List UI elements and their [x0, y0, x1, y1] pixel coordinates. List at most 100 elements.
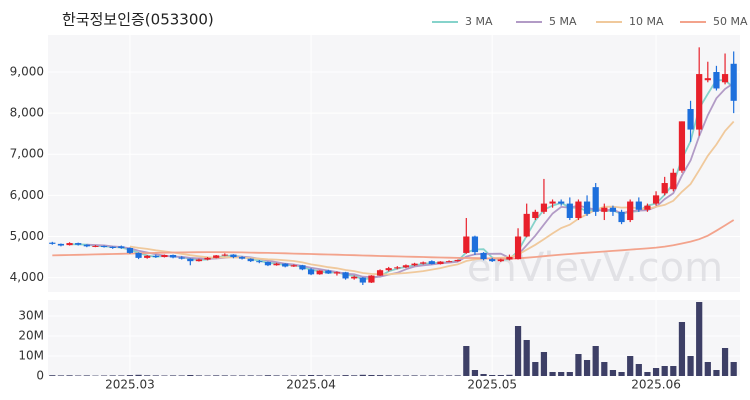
- candle-body: [238, 257, 246, 259]
- candle-body: [178, 257, 185, 259]
- legend-label: 10 MA: [629, 15, 664, 28]
- volume-bar: [100, 375, 108, 376]
- volume-bar: [187, 375, 194, 376]
- candle-body: [204, 257, 211, 260]
- candle-body: [497, 259, 504, 262]
- candle-body: [661, 183, 668, 194]
- candle-body: [514, 236, 522, 260]
- volume-bar: [256, 375, 263, 376]
- volume-bar: [290, 375, 297, 376]
- volume-bar: [238, 375, 246, 376]
- volume-bar: [489, 375, 496, 376]
- candle-body: [316, 270, 323, 275]
- volume-pane: [48, 300, 740, 376]
- volume-bar: [644, 372, 651, 376]
- candle-body: [264, 261, 272, 266]
- candle-body: [83, 244, 90, 247]
- candle-body: [75, 243, 82, 245]
- volume-bar: [678, 322, 686, 376]
- y-tick-label: 10M: [18, 349, 44, 363]
- candle-body: [506, 257, 513, 260]
- volume-bar: [532, 362, 539, 376]
- candle-body: [558, 201, 565, 204]
- volume-bar: [213, 375, 220, 376]
- volume-bar: [687, 356, 694, 376]
- volume-bar: [704, 362, 711, 376]
- volume-bar: [135, 374, 142, 376]
- candle-body: [678, 121, 686, 171]
- volume-bar: [730, 362, 737, 376]
- volume-bar: [428, 375, 435, 376]
- candle-body: [144, 255, 151, 258]
- volume-bar: [437, 375, 444, 376]
- candle-body: [394, 267, 401, 269]
- volume-bar: [463, 346, 470, 376]
- volume-bar: [351, 375, 358, 376]
- candle-body: [566, 203, 573, 218]
- volume-bar: [359, 374, 366, 376]
- candle-body: [100, 245, 108, 247]
- volume-bar: [195, 375, 203, 376]
- x-tick-label: 2025.03: [105, 378, 155, 392]
- volume-bar: [601, 362, 608, 376]
- volume-bar: [282, 375, 289, 376]
- candle-body: [359, 277, 366, 283]
- candle-body: [454, 259, 461, 262]
- volume-bar: [549, 372, 556, 376]
- volume-bar: [420, 375, 427, 376]
- ma-line: [86, 82, 735, 279]
- candle-body: [592, 187, 599, 212]
- volume-bar: [497, 375, 504, 376]
- candle-body: [256, 261, 263, 263]
- y-tick-label: 30M: [18, 309, 44, 323]
- candle-body: [713, 72, 720, 89]
- candle-body: [92, 245, 99, 247]
- candle-body: [721, 74, 729, 83]
- candle-body: [730, 63, 737, 101]
- volume-bar: [118, 375, 125, 376]
- candle-body: [696, 74, 703, 130]
- candle-body: [213, 255, 220, 258]
- candle-body: [480, 252, 487, 260]
- volume-bar: [221, 375, 228, 376]
- candle-body: [549, 201, 556, 204]
- y-tick-label: 4,000: [10, 270, 44, 284]
- volume-bar: [558, 372, 565, 376]
- y-tick-label: 20M: [18, 329, 44, 343]
- candle-body: [523, 213, 530, 237]
- volume-bar: [670, 366, 677, 376]
- candle-body: [385, 268, 392, 271]
- candle-body: [411, 263, 418, 266]
- volume-bar: [264, 375, 272, 376]
- candle-body: [169, 254, 177, 258]
- volume-bar: [592, 346, 599, 376]
- candle-body: [57, 243, 65, 246]
- y-tick-label: 5,000: [10, 229, 44, 243]
- candle-body: [273, 263, 280, 266]
- volume-bar: [66, 375, 73, 376]
- candle-body: [652, 195, 660, 204]
- candle-body: [532, 211, 539, 218]
- candle-body: [161, 254, 168, 258]
- y-tick-label: 8,000: [10, 106, 44, 120]
- volume-bar: [161, 375, 168, 376]
- candle-body: [351, 276, 358, 279]
- volume-bar: [618, 372, 625, 376]
- candle-body: [583, 201, 591, 214]
- candle-body: [627, 201, 634, 221]
- volume-bar: [325, 375, 332, 376]
- volume-bar: [152, 375, 159, 376]
- candle-body: [152, 255, 159, 258]
- volume-bar: [342, 375, 349, 376]
- volume-bar: [713, 370, 720, 376]
- volume-bar: [230, 375, 237, 376]
- candle-body: [66, 243, 73, 246]
- candle-body: [307, 269, 315, 275]
- candle-body: [333, 272, 341, 274]
- candle-body: [687, 109, 694, 130]
- volume-bar: [49, 375, 56, 376]
- volume-bar: [109, 375, 116, 376]
- candle-body: [402, 265, 410, 268]
- x-tick-label: 2025.04: [286, 378, 336, 392]
- volume-bar: [445, 375, 453, 376]
